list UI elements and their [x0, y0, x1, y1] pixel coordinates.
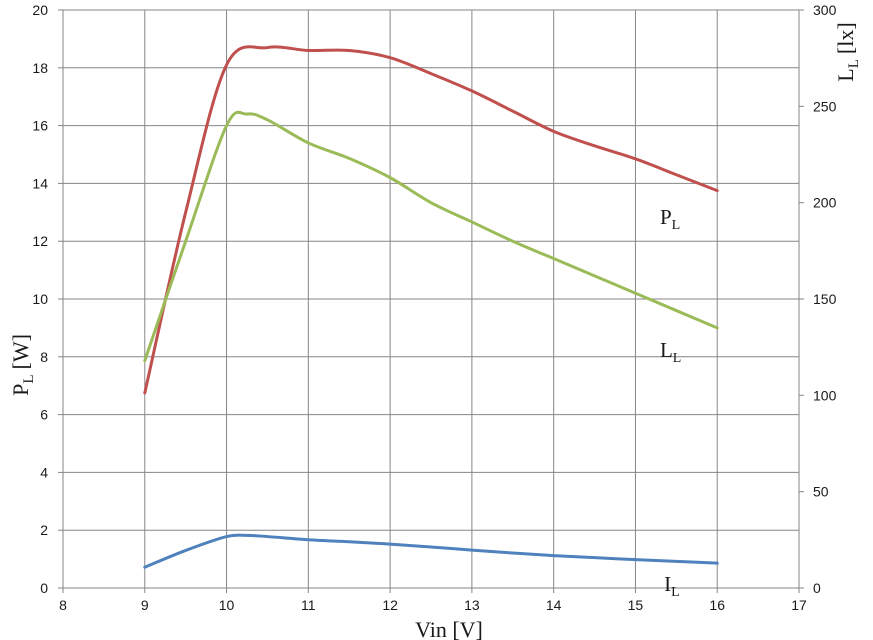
series-label-sub: L [671, 585, 680, 600]
y2-tick-label: 250 [813, 98, 837, 114]
x-tick-label: 10 [219, 597, 235, 613]
y2-tick-label: 150 [813, 291, 837, 307]
x-axis-title: Vin [V] [415, 617, 483, 640]
tick-labels: 8 9 10 11 12 13 14 15 16 170246810121416182005010… [32, 2, 836, 613]
x-tick-label: 11 [301, 597, 316, 613]
series-label-sub: L [673, 351, 682, 366]
x-tick-label: 16 [709, 597, 725, 613]
svg-text:LL[lx]: LL [lx] [833, 22, 862, 81]
svg-text:PL[W]: PL [W] [8, 334, 37, 396]
y-tick-label: 12 [32, 233, 48, 249]
x-tick-label: 8 [59, 597, 67, 613]
y2-tick-label: 200 [813, 195, 837, 211]
y-tick-label: 14 [32, 175, 48, 191]
y-axis-title-unit: [W] [8, 334, 33, 369]
x-tick-label: 9 [141, 597, 149, 613]
series-label-main: I [664, 572, 671, 596]
x-tick-label: 13 [464, 597, 480, 613]
x-tick-label: 12 [382, 597, 398, 613]
series-label-sub: L [672, 218, 681, 233]
series-line-il [143, 533, 719, 569]
series-label-il: IL [664, 572, 680, 600]
y-tick-label: 6 [40, 407, 48, 423]
y-axis-title-sub: L [21, 375, 37, 384]
series-group [143, 45, 719, 569]
y2-axis-title: LL [lx] [833, 22, 862, 81]
x-tick-label: 17 [791, 597, 807, 613]
y2-tick-label: 300 [813, 2, 837, 18]
y2-tick-label: 0 [813, 580, 821, 596]
y-tick-label: 4 [40, 464, 48, 480]
y-axis-title-main: P [8, 384, 33, 396]
y2-axis-title-unit: [lx] [833, 22, 858, 54]
series-label-ll: LL [660, 338, 681, 366]
series-label-main: P [660, 205, 672, 229]
y-tick-label: 16 [32, 118, 48, 134]
y2-axis-title-main: L [833, 68, 858, 81]
grid [62, 9, 800, 589]
y-tick-label: 10 [32, 291, 48, 307]
y-tick-label: 2 [40, 522, 48, 538]
series-label-main: L [660, 338, 673, 362]
series-line-ll [143, 110, 719, 363]
y-axis-title: PL [W] [8, 334, 37, 396]
y-tick-label: 0 [40, 580, 48, 596]
y2-tick-label: 50 [813, 484, 829, 500]
y-tick-label: 20 [32, 2, 48, 18]
series-label-pl: PL [660, 205, 680, 233]
y2-tick-label: 100 [813, 387, 837, 403]
x-tick-label: 14 [546, 597, 562, 613]
x-tick-label: 15 [628, 597, 644, 613]
y-tick-label: 18 [32, 60, 48, 76]
series-line-pl [143, 45, 719, 395]
y2-axis-title-sub: L [846, 59, 862, 68]
y-tick-label: 8 [40, 349, 48, 365]
